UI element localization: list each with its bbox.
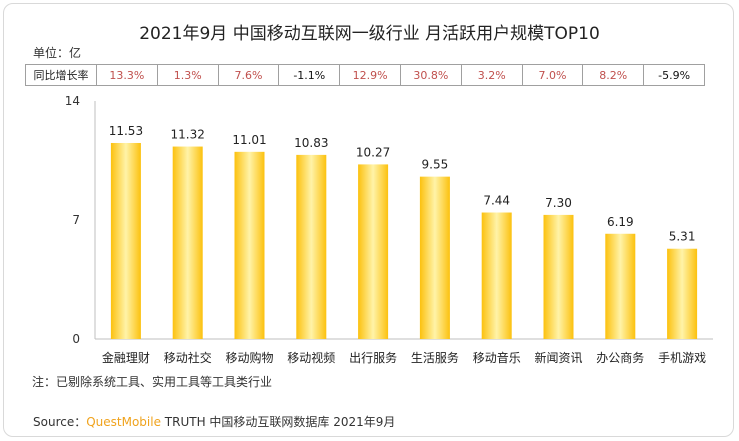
growth-rate-cell: -1.1% <box>278 64 341 86</box>
x-category-label: 金融理财 <box>102 350 150 365</box>
bar <box>296 154 327 339</box>
bar <box>234 151 265 339</box>
growth-rate-header: 同比增长率 <box>25 64 97 86</box>
bar <box>543 214 574 339</box>
bar <box>605 233 636 339</box>
bar <box>358 164 389 339</box>
growth-rate-table: 同比增长率 13.3% 1.3% 7.6% -1.1% 12.9% 30.8% 3.2% 7.… <box>25 64 705 86</box>
y-tick-label: 14 <box>65 94 80 108</box>
growth-rate-cell: 7.6% <box>217 64 280 86</box>
growth-rate-cell: 30.8% <box>399 64 462 86</box>
x-category-label: 办公商务 <box>596 350 644 365</box>
footnote: 注：已剔除系统工具、实用工具等工具类行业 <box>32 375 273 389</box>
growth-rate-cell: 7.0% <box>521 64 584 86</box>
bar <box>172 146 203 339</box>
chart-title: 2021年9月 中国移动互联网一级行业 月活跃用户规模TOP10 <box>139 24 600 44</box>
bar-value-label: 7.30 <box>545 196 572 210</box>
growth-rate-cell: 8.2% <box>582 64 645 86</box>
bar-value-label: 5.31 <box>669 230 696 244</box>
x-category-label: 手机游戏 <box>658 351 706 365</box>
bar-value-label: 10.83 <box>294 136 328 150</box>
y-tick-label: 7 <box>72 213 80 227</box>
x-category-label: 移动音乐 <box>473 350 521 365</box>
y-tick-label: 0 <box>72 332 80 346</box>
bar-value-label: 6.19 <box>607 215 634 229</box>
bar-value-label: 11.32 <box>171 128 205 142</box>
source-brand: QuestMobile <box>86 415 161 429</box>
x-category-label: 生活服务 <box>411 350 459 365</box>
x-category-label: 移动社交 <box>164 350 212 365</box>
growth-rate-row: 同比增长率 13.3% 1.3% 7.6% -1.1% 12.9% 30.8% 3.2% 7.… <box>25 64 705 86</box>
x-category-label: 移动购物 <box>225 350 273 365</box>
x-category-label: 移动视频 <box>287 350 335 365</box>
bar <box>419 176 450 339</box>
bar-value-label: 10.27 <box>356 145 390 159</box>
bar-value-label: 7.44 <box>483 194 510 208</box>
bar <box>667 248 698 339</box>
growth-rate-cell: -5.9% <box>643 64 705 86</box>
growth-rate-cell: 12.9% <box>339 64 401 86</box>
bar <box>110 142 141 339</box>
source-prefix: Source： <box>33 415 87 429</box>
source-suffix: TRUTH 中国移动互联网数据库 2021年9月 <box>160 415 396 429</box>
source-line: Source：QuestMobile TRUTH 中国移动互联网数据库 2021… <box>33 413 395 430</box>
x-category-label: 新闻资讯 <box>534 350 582 365</box>
bar-value-label: 11.53 <box>109 124 143 138</box>
unit-label: 单位：亿 <box>33 46 82 60</box>
bar-value-label: 11.01 <box>232 133 266 147</box>
bar <box>481 212 512 339</box>
bar-value-label: 9.55 <box>422 158 449 172</box>
x-category-label: 出行服务 <box>349 350 397 365</box>
